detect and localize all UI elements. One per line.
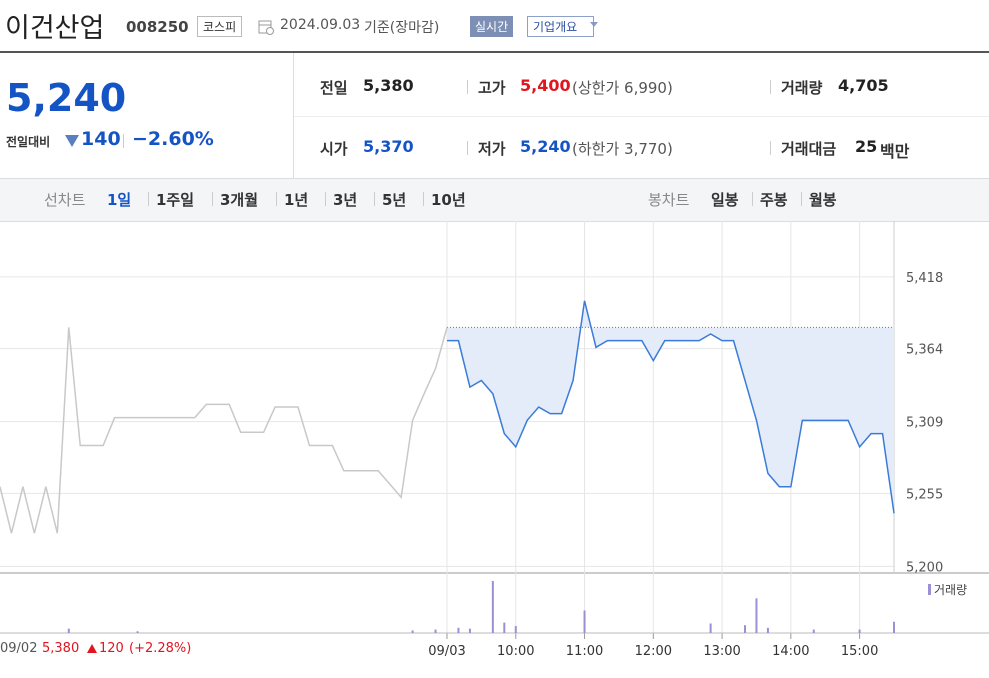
x-tick-label: 14:00 <box>772 644 809 659</box>
tab-group-label: 선차트 <box>44 191 86 209</box>
change-label: 전일대비 <box>6 135 51 149</box>
change-percent: −2.60% <box>132 128 214 150</box>
up-triangle <box>87 644 97 653</box>
tab-separator <box>148 192 149 206</box>
prev-change: 120 <box>99 641 124 656</box>
volume-bar <box>766 627 769 633</box>
price-box <box>0 53 294 178</box>
stat-limit: (하한가 3,770) <box>572 140 673 158</box>
stat-value: 5,400 <box>520 76 571 95</box>
x-tick-label: 11:00 <box>566 644 603 659</box>
legend-label: 거래량 <box>934 583 967 597</box>
x-tick-label: 10:00 <box>497 644 534 659</box>
tab[interactable]: 일봉 <box>711 191 739 209</box>
tab[interactable]: 1년 <box>284 191 309 209</box>
down-triangle <box>65 135 79 147</box>
volume-bar <box>67 628 70 633</box>
stock-code: 008250 <box>126 18 189 36</box>
basis: 기준(장마감) <box>364 20 440 36</box>
date: 2024.09.03 <box>280 17 361 33</box>
volume-bar <box>411 630 414 633</box>
tab[interactable]: 1주일 <box>156 191 195 209</box>
x-tick-label: 13:00 <box>703 644 740 659</box>
y-tick-label: 5,255 <box>906 487 943 502</box>
stat-label: 전일 <box>320 79 348 97</box>
volume-bar <box>755 598 758 633</box>
y-tick-label: 5,364 <box>906 343 943 358</box>
stat-label: 거래량 <box>781 79 823 97</box>
stat-label: 고가 <box>478 79 506 97</box>
tab-separator <box>325 192 326 206</box>
volume-bar <box>457 627 460 633</box>
market-tag: 코스피 <box>197 16 243 37</box>
chart: 09/03 10:00 11:00 12:00 13:00 14:00 15:00 5,418… <box>0 221 989 659</box>
y-tick-label: 5,200 <box>906 560 943 575</box>
x-tick-label: 12:00 <box>635 644 672 659</box>
stat-unit: 백만 <box>880 142 910 161</box>
volume-bar <box>468 628 471 633</box>
realtime-button[interactable]: 실시간 <box>470 16 514 37</box>
tab[interactable]: 3년 <box>333 191 358 209</box>
area-fill <box>447 300 894 514</box>
volume-bar <box>491 581 494 633</box>
prev-change-pct: (+2.28%) <box>129 641 192 656</box>
stat-value: 5,240 <box>520 137 571 156</box>
volume-bar <box>709 623 712 633</box>
tab[interactable]: 주봉 <box>760 191 788 209</box>
change-value: 140 <box>81 128 121 150</box>
volume-bar <box>583 610 586 633</box>
tab-separator <box>801 192 802 206</box>
tab-bar <box>0 178 989 222</box>
tab[interactable]: 5년 <box>382 191 407 209</box>
stat-label: 시가 <box>320 140 348 158</box>
tab-separator <box>423 192 424 206</box>
calendar-icon <box>258 20 274 35</box>
stat-value: 5,380 <box>363 76 414 95</box>
tab-separator <box>212 192 213 206</box>
prev-close: 5,380 <box>42 641 80 656</box>
x-tick-label: 15:00 <box>841 644 878 659</box>
volume-bar <box>858 629 861 633</box>
stock-name: 이건산업 <box>5 13 105 44</box>
volume-bar <box>136 631 139 633</box>
x-tick-label: 09/03 <box>428 644 465 659</box>
volume-bar <box>503 622 506 633</box>
row-rule <box>294 116 989 117</box>
volume-bar <box>514 626 517 633</box>
dropdown-arrow <box>590 22 598 27</box>
tab-separator <box>276 192 277 206</box>
current-price: 5,240 <box>6 76 127 120</box>
y-tick-label: 5,309 <box>906 416 943 431</box>
volume-bar <box>434 629 437 633</box>
volume-bar <box>812 629 815 633</box>
tab-separator <box>752 192 753 206</box>
volume-bar <box>893 621 895 633</box>
stat-limit: (상한가 6,990) <box>572 79 673 97</box>
prev-day: 09/02 <box>0 641 38 656</box>
tab[interactable]: 10년 <box>431 191 466 209</box>
stat-label: 거래대금 <box>781 140 837 158</box>
tab[interactable]: 월봉 <box>809 191 837 209</box>
volume-bar <box>744 625 746 633</box>
tab[interactable]: 1일 <box>107 191 132 209</box>
price-line <box>447 300 895 514</box>
tab-group-label: 봉차트 <box>648 191 690 209</box>
overview-button[interactable]: 기업개요 <box>527 16 595 37</box>
legend-swatch <box>928 584 931 595</box>
stat-label: 저가 <box>478 140 506 158</box>
stat-value: 4,705 <box>838 76 889 95</box>
stat-value: 25 <box>855 137 878 156</box>
tab-separator <box>374 192 375 206</box>
price-line <box>0 327 448 534</box>
y-tick-label: 5,418 <box>906 271 943 286</box>
stat-value: 5,370 <box>363 137 414 156</box>
tab[interactable]: 3개월 <box>220 191 259 209</box>
header-rule <box>0 51 989 53</box>
